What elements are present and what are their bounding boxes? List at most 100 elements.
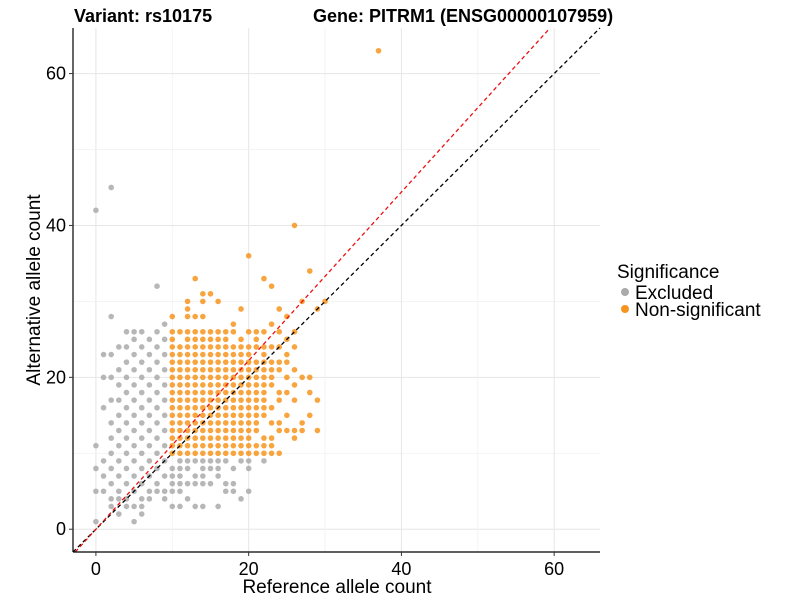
point-non-significant <box>192 366 199 373</box>
point-excluded <box>207 458 214 464</box>
point-non-significant <box>184 328 191 335</box>
x-tick-label: 0 <box>91 559 101 579</box>
point-non-significant <box>245 389 252 396</box>
point-excluded <box>93 442 99 449</box>
point-non-significant <box>245 450 252 457</box>
point-non-significant <box>215 359 221 365</box>
point-non-significant <box>245 412 252 419</box>
point-non-significant <box>177 344 183 350</box>
point-excluded <box>131 518 137 525</box>
point-non-significant <box>238 404 244 411</box>
point-excluded <box>177 458 183 464</box>
point-non-significant <box>200 290 206 297</box>
point-non-significant <box>253 328 260 335</box>
point-non-significant <box>291 344 298 350</box>
point-non-significant <box>230 382 237 388</box>
point-excluded <box>169 480 176 487</box>
point-non-significant <box>238 435 244 441</box>
point-non-significant <box>284 374 290 381</box>
point-non-significant <box>238 420 244 426</box>
point-excluded <box>146 366 153 373</box>
point-non-significant <box>184 397 191 403</box>
point-non-significant <box>268 321 275 327</box>
point-excluded <box>200 473 206 479</box>
point-non-significant <box>245 328 252 335</box>
point-non-significant <box>245 404 252 411</box>
point-excluded <box>138 465 145 472</box>
point-excluded <box>154 344 160 350</box>
point-excluded <box>146 496 153 502</box>
point-excluded <box>154 404 160 411</box>
point-excluded <box>154 420 160 426</box>
point-non-significant <box>169 344 176 350</box>
point-excluded <box>169 488 176 495</box>
point-non-significant <box>184 450 191 457</box>
point-non-significant <box>291 435 298 441</box>
reference-lines <box>72 27 601 553</box>
point-non-significant <box>238 412 244 419</box>
point-excluded <box>116 397 122 403</box>
point-excluded <box>123 435 130 441</box>
point-non-significant <box>207 344 214 350</box>
y-tick-label: 60 <box>46 64 66 84</box>
point-non-significant <box>261 328 267 335</box>
point-excluded <box>131 336 137 343</box>
point-non-significant <box>169 374 176 381</box>
point-non-significant <box>261 450 267 457</box>
point-non-significant <box>284 359 290 365</box>
point-excluded <box>146 442 153 449</box>
point-non-significant <box>192 397 199 403</box>
point-excluded <box>169 465 176 472</box>
point-non-significant <box>200 344 206 350</box>
y-tick-label: 40 <box>46 215 66 235</box>
point-non-significant <box>177 397 183 403</box>
point-excluded <box>215 503 221 510</box>
point-non-significant <box>200 298 206 305</box>
point-non-significant <box>245 435 252 441</box>
point-non-significant <box>299 420 305 426</box>
point-non-significant <box>268 442 275 449</box>
point-non-significant <box>261 389 267 396</box>
point-excluded <box>116 366 122 373</box>
point-excluded <box>93 207 99 214</box>
point-excluded <box>116 511 122 517</box>
point-excluded <box>138 496 145 502</box>
point-non-significant <box>200 412 206 419</box>
points <box>93 47 382 525</box>
point-excluded <box>108 450 114 457</box>
point-non-significant <box>306 389 313 396</box>
point-excluded <box>116 442 122 449</box>
point-non-significant <box>215 328 221 335</box>
point-non-significant <box>268 435 275 441</box>
point-non-significant <box>222 366 229 373</box>
title-gene: Gene: PITRM1 (ENSG00000107959) <box>313 6 613 26</box>
point-non-significant <box>238 397 244 403</box>
point-non-significant <box>222 420 229 426</box>
point-non-significant <box>314 397 321 403</box>
point-non-significant <box>192 351 199 358</box>
point-non-significant <box>184 404 191 411</box>
point-non-significant <box>238 450 244 457</box>
point-excluded <box>138 450 145 457</box>
point-non-significant <box>215 450 221 457</box>
point-excluded <box>215 458 221 464</box>
point-excluded <box>131 397 137 403</box>
point-non-significant <box>207 389 214 396</box>
point-non-significant <box>215 382 221 388</box>
reference-line-identity <box>72 27 601 553</box>
point-excluded <box>93 518 99 525</box>
point-excluded <box>169 473 176 479</box>
point-non-significant <box>169 336 176 343</box>
point-excluded <box>123 328 130 335</box>
point-excluded <box>146 427 153 434</box>
point-excluded <box>138 374 145 381</box>
point-excluded <box>146 336 153 343</box>
point-non-significant <box>222 442 229 449</box>
point-excluded <box>146 382 153 388</box>
point-non-significant <box>276 420 283 426</box>
point-excluded <box>222 480 229 487</box>
point-non-significant <box>291 397 298 403</box>
point-excluded <box>184 480 191 487</box>
point-excluded <box>161 366 168 373</box>
point-non-significant <box>177 412 183 419</box>
